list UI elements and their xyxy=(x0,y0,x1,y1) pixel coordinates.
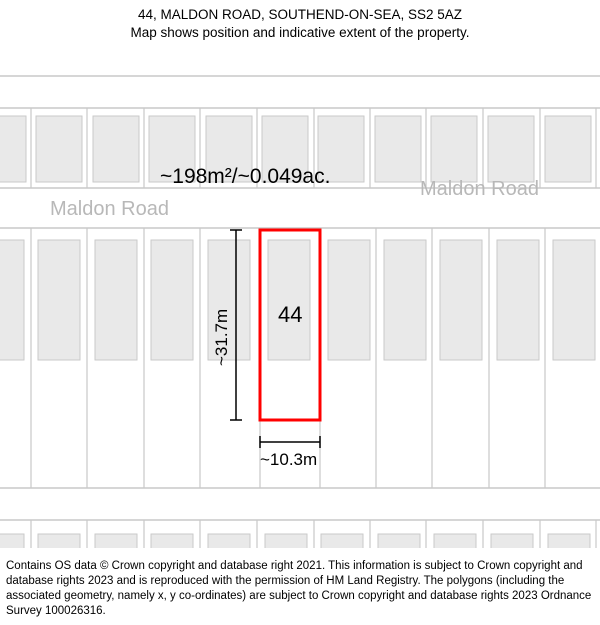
map-area: Maldon Road Maldon Road ~198m²/~0.049ac.… xyxy=(0,48,600,548)
house-number-label: 44 xyxy=(278,302,302,328)
footer-copyright: Contains OS data © Crown copyright and d… xyxy=(0,555,600,625)
road-label-right: Maldon Road xyxy=(420,178,539,201)
height-label: ~31.7m xyxy=(212,309,232,366)
road-label-left: Maldon Road xyxy=(50,198,169,221)
header: 44, MALDON ROAD, SOUTHEND-ON-SEA, SS2 5A… xyxy=(0,0,600,42)
page-subtitle: Map shows position and indicative extent… xyxy=(10,24,590,42)
area-label: ~198m²/~0.049ac. xyxy=(160,165,330,189)
page-title: 44, MALDON ROAD, SOUTHEND-ON-SEA, SS2 5A… xyxy=(10,6,590,24)
map-svg xyxy=(0,48,600,548)
width-label: ~10.3m xyxy=(260,450,317,470)
